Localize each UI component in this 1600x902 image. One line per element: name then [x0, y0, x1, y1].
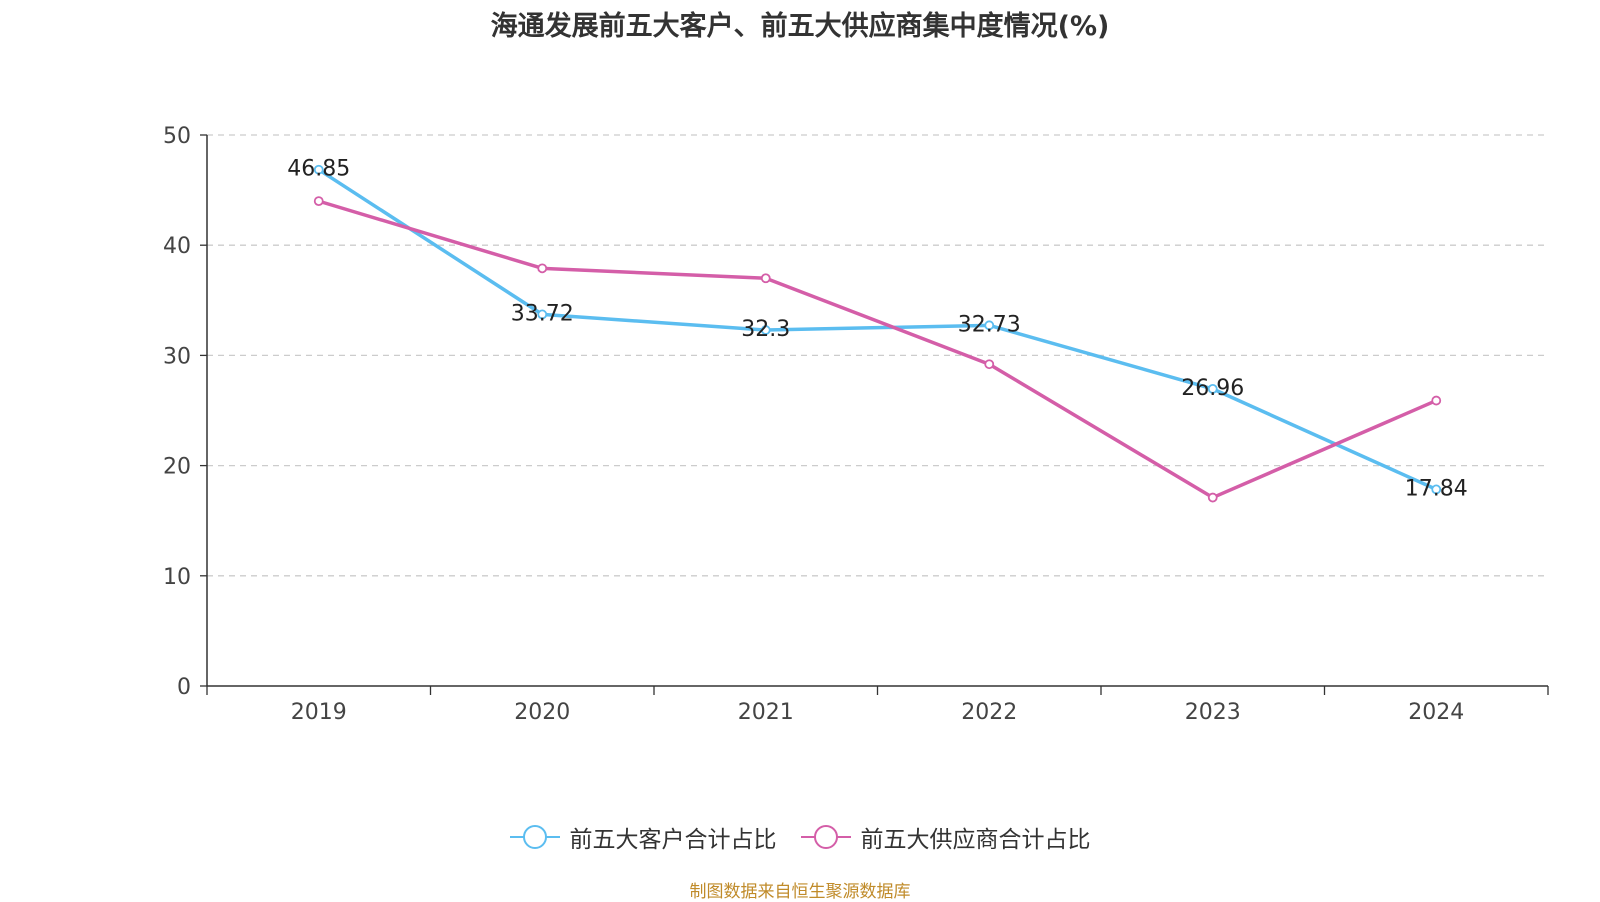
y-tick-label: 40	[163, 234, 191, 259]
x-tick-label: 2022	[961, 700, 1017, 725]
line-chart: 0 10 20 30 40 50 2019 2020 2021 2022 2023 2024 46.85…	[163, 124, 1549, 725]
legend-label-customers: 前五大客户合计占比	[569, 827, 777, 853]
x-tick-label: 2021	[738, 700, 794, 725]
series-1-point	[984, 359, 995, 370]
legend-marker-customers-icon	[509, 825, 560, 849]
data-label: 32.3	[741, 317, 790, 342]
series-0-point	[313, 164, 324, 175]
legend: 前五大客户合计占比 前五大供应商合计占比	[0, 820, 1600, 854]
x-tick-label: 2019	[291, 700, 347, 725]
y-tick-label: 20	[163, 455, 191, 480]
source-note: 制图数据来自恒生聚源数据库	[689, 882, 911, 902]
legend-marker-suppliers-icon	[800, 825, 851, 849]
series-0-point	[1431, 484, 1442, 495]
x-tick-label: 2020	[514, 700, 570, 725]
data-label: 33.72	[511, 301, 574, 326]
data-label: 26.96	[1181, 376, 1244, 401]
series-1-point	[537, 263, 548, 274]
data-label: 32.73	[958, 312, 1021, 337]
series-line-1	[318, 199, 1437, 500]
chart-title: 海通发展前五大客户、前五大供应商集中度情况(%)	[490, 11, 1110, 42]
series-line-0	[317, 168, 1437, 491]
y-tick-label: 50	[163, 124, 191, 149]
data-label: 46.85	[287, 157, 350, 182]
legend-item-suppliers[interactable]: 前五大供应商合计占比	[800, 820, 1091, 854]
legend-label-suppliers: 前五大供应商合计占比	[860, 827, 1091, 853]
legend-item-customers[interactable]: 前五大客户合计占比	[509, 820, 777, 854]
x-tick-label: 2024	[1408, 700, 1464, 725]
series-1-point	[760, 273, 771, 284]
series-0-point	[760, 325, 771, 335]
series-0-point	[984, 320, 995, 331]
y-tick-label: 10	[163, 565, 191, 590]
series-1-point	[313, 196, 324, 207]
y-tick-label: 30	[163, 344, 191, 369]
data-label: 17.84	[1405, 476, 1468, 501]
series-0-point	[1207, 384, 1218, 394]
series-1-point	[1431, 395, 1442, 406]
series-0-point	[537, 309, 548, 320]
series-1-point	[1207, 492, 1218, 503]
y-tick-label: 0	[177, 675, 191, 700]
x-tick-label: 2023	[1185, 700, 1241, 725]
